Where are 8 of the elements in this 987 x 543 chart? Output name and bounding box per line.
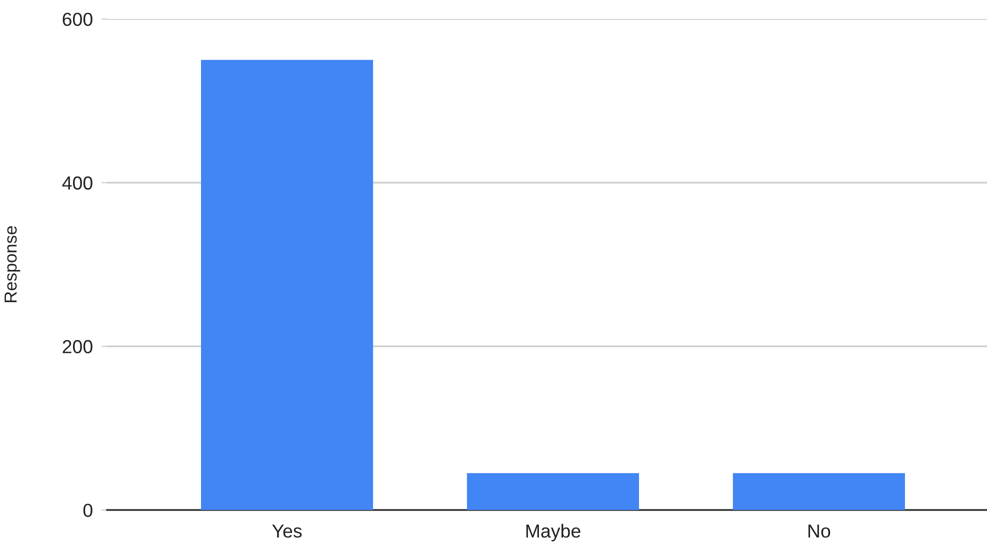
x-tick-label: Yes (272, 524, 302, 538)
y-tick-label: 200 (62, 340, 92, 354)
y-tick-label: 600 (62, 12, 92, 26)
y-tick-label: 0 (83, 504, 92, 517)
y-axis-title: Response (4, 226, 20, 302)
x-tick-label: Maybe (526, 524, 580, 542)
y-tick-label: 400 (62, 176, 92, 190)
x-tick-label: No (808, 524, 830, 538)
